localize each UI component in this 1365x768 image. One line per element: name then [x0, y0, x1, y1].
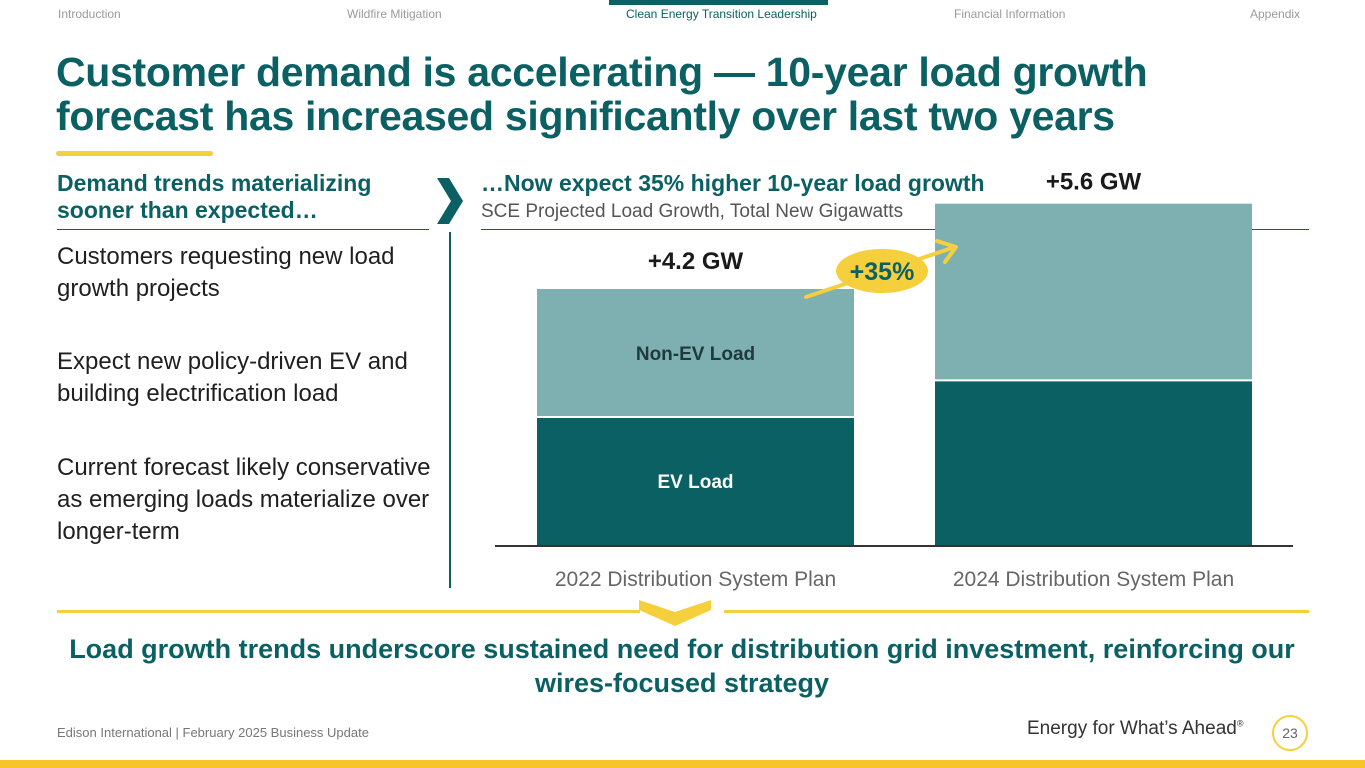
footer-tagline: Energy for What’s Ahead®: [1027, 718, 1243, 740]
section-nav: Introduction Wildfire Mitigation Clean E…: [0, 0, 1365, 30]
series-label-ev: EV Load: [657, 472, 733, 493]
growth-callout-label: +35%: [850, 258, 915, 286]
nav-item-wildfire-mitigation[interactable]: Wildfire Mitigation: [347, 7, 442, 21]
chart-heading: …Now expect 35% higher 10-year load grow…: [481, 170, 985, 196]
title-underline: [56, 151, 213, 156]
bar-segment-non-ev-2: [935, 203, 1252, 381]
nav-item-appendix[interactable]: Appendix: [1250, 7, 1301, 21]
total-label-1: +4.2 GW: [648, 248, 744, 275]
bar-segment-ev-1: [537, 417, 854, 545]
left-heading-rule: [57, 229, 429, 230]
bullet-ev-electrification: Expect new policy-driven EV and building…: [57, 348, 408, 407]
takeaway-rule-left: [57, 610, 640, 613]
series-label-non-ev: Non-EV Load: [636, 344, 755, 365]
footer-company-date: Edison International | February 2025 Bus…: [57, 725, 369, 740]
tagline-text: Energy for What’s Ahead: [1027, 718, 1237, 739]
key-takeaway: Load growth trends underscore sustained …: [69, 634, 1295, 698]
category-label-1: 2022 Distribution System Plan: [555, 568, 836, 591]
bottom-color-band: [0, 760, 1365, 768]
chart-subheading: SCE Projected Load Growth, Total New Gig…: [481, 201, 904, 222]
growth-arrow-head: [935, 239, 958, 264]
chevron-down-icon: [639, 600, 711, 626]
nav-item-financial-information[interactable]: Financial Information: [954, 7, 1066, 21]
left-heading: Demand trends materializing sooner than …: [57, 170, 372, 223]
total-label-2: +5.6 GW: [1046, 169, 1142, 196]
page-number: 23: [1272, 715, 1308, 751]
registered-mark: ®: [1236, 718, 1244, 729]
chevron-right-icon: [437, 178, 463, 224]
bullet-new-load-projects: Customers requesting new load growth pro…: [57, 243, 395, 302]
slide-title: Customer demand is accelerating — 10-yea…: [56, 49, 1148, 139]
active-section-indicator: [609, 0, 828, 5]
bullet-conservative-forecast: Current forecast likely conservative as …: [57, 454, 431, 545]
bar-segment-ev-2: [935, 380, 1252, 545]
takeaway-rule-right: [724, 610, 1309, 613]
nav-item-clean-energy-transition[interactable]: Clean Energy Transition Leadership: [626, 7, 817, 21]
column-divider: [449, 232, 451, 588]
growth-callout-badge: [836, 249, 928, 293]
bar-segment-non-ev-1: [537, 289, 854, 418]
chart-heading-rule: [481, 229, 1309, 230]
nav-item-introduction[interactable]: Introduction: [58, 7, 121, 21]
category-label-2: 2024 Distribution System Plan: [953, 568, 1234, 591]
